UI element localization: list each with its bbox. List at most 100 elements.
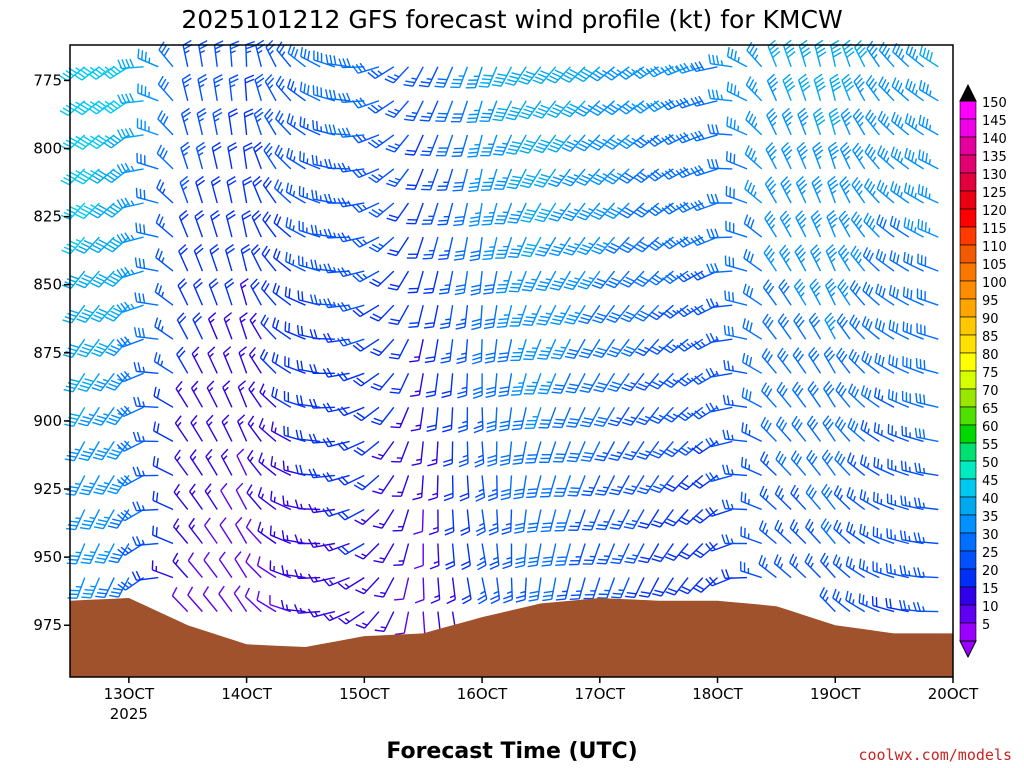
barb-flag xyxy=(195,247,204,255)
wind-barb xyxy=(621,406,645,426)
colorbar-cell xyxy=(959,298,977,318)
barb-flag xyxy=(270,456,274,466)
wind-barb xyxy=(860,419,880,442)
barb-flag xyxy=(825,278,833,286)
barb-flag xyxy=(538,426,549,429)
barb-flag xyxy=(297,290,300,300)
barb-half-flag xyxy=(161,291,165,298)
barb-flag xyxy=(861,316,867,326)
barb-flag xyxy=(498,394,508,398)
barb-flag xyxy=(823,521,830,531)
wind-barb xyxy=(633,236,660,253)
barb-flag xyxy=(485,394,496,399)
wind-barb xyxy=(367,66,395,80)
barb-flag xyxy=(867,355,873,366)
barb-flag xyxy=(226,247,235,255)
wind-barb xyxy=(233,585,248,612)
wind-barb xyxy=(581,475,601,497)
barb-flag xyxy=(299,395,304,405)
x-tick-label: 20OCT xyxy=(928,685,979,703)
barb-flag xyxy=(538,319,548,323)
wind-barb xyxy=(675,166,704,179)
barb-flag xyxy=(762,279,770,288)
barb-half-flag xyxy=(378,243,384,248)
barb-flag xyxy=(639,206,649,213)
barb-flag xyxy=(263,142,271,151)
wind-barb xyxy=(322,437,350,448)
barb-flag xyxy=(355,307,365,316)
barb-flag xyxy=(665,379,675,386)
barb-flag xyxy=(356,481,366,488)
barb-flag xyxy=(556,487,566,490)
barb-half-flag xyxy=(300,503,303,510)
barb-half-flag xyxy=(700,307,706,312)
barb-flag xyxy=(556,522,567,524)
barb-flag xyxy=(556,560,566,563)
barb-flag xyxy=(574,76,584,83)
barb-flag xyxy=(499,462,510,467)
barb-flag xyxy=(83,308,94,314)
wind-barb xyxy=(566,441,586,463)
barb-flag xyxy=(866,181,873,191)
barb-flag xyxy=(782,179,790,188)
barb-flag xyxy=(178,350,186,359)
barb-flag xyxy=(831,81,841,88)
barb-flag xyxy=(542,488,552,490)
barb-flag xyxy=(452,151,463,154)
wind-barb xyxy=(239,312,248,340)
barb-flag xyxy=(653,520,663,525)
colorbar-cell xyxy=(959,226,977,246)
barb-flag xyxy=(457,394,467,399)
wind-barb xyxy=(705,576,733,587)
barb-half-flag xyxy=(731,365,734,371)
barb-half-flag xyxy=(872,190,876,196)
barb-flag xyxy=(436,189,447,191)
barb-flag xyxy=(198,77,208,84)
barb-flag xyxy=(811,175,820,184)
barb-flag xyxy=(137,362,142,372)
barb-half-flag xyxy=(292,259,295,266)
barb-flag xyxy=(622,279,632,285)
barb-flag xyxy=(182,73,191,81)
barb-flag xyxy=(540,173,551,178)
barb-flag xyxy=(775,450,782,460)
wind-barb xyxy=(337,127,365,138)
barb-flag xyxy=(568,490,579,493)
barb-flag xyxy=(423,253,434,256)
wind-barb xyxy=(565,372,586,394)
barb-flag xyxy=(812,141,821,149)
barb-flag xyxy=(552,107,562,113)
barb-flag xyxy=(651,381,661,387)
barb-flag xyxy=(899,565,903,575)
barb-flag xyxy=(746,285,750,296)
wind-barb xyxy=(88,134,115,150)
barb-flag xyxy=(454,254,465,257)
barb-flag xyxy=(576,215,586,221)
barb-half-flag xyxy=(198,117,204,122)
barb-flag xyxy=(389,249,399,253)
barb-flag xyxy=(780,456,787,466)
barb-flag xyxy=(801,47,810,54)
wind-barb xyxy=(781,107,794,136)
wind-barb xyxy=(474,441,485,468)
barb-half-flag xyxy=(489,246,495,248)
wind-barb xyxy=(761,382,777,408)
barb-half-flag xyxy=(292,156,296,162)
barb-flag xyxy=(775,416,782,426)
barb-flag xyxy=(76,353,87,358)
barb-flag xyxy=(537,73,547,79)
barb-half-flag xyxy=(280,154,284,160)
barb-flag xyxy=(746,216,752,227)
barb-flag xyxy=(257,487,263,497)
barb-half-flag xyxy=(393,74,400,78)
barb-flag xyxy=(136,152,138,163)
barb-flag xyxy=(714,159,719,169)
barb-half-flag xyxy=(431,458,437,462)
barb-flag xyxy=(311,189,314,200)
wind-barb xyxy=(650,509,674,528)
barb-flag xyxy=(847,417,853,428)
barb-flag xyxy=(312,468,318,478)
wind-barb xyxy=(662,304,689,319)
barb-flag xyxy=(136,466,141,476)
barb-flag xyxy=(450,86,460,89)
